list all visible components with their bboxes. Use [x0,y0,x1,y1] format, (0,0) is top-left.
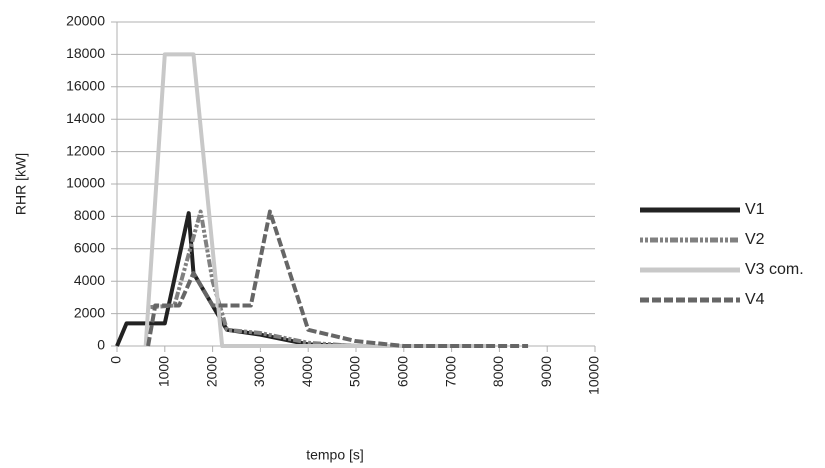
y-tick-label: 4000 [74,272,105,288]
y-tick-label: 18000 [66,45,105,61]
y-tick-label: 14000 [66,110,105,126]
x-axis-label: tempo [s] [306,447,364,463]
x-tick-label: 5000 [347,356,363,387]
x-tick-label: 7000 [442,356,458,387]
y-tick-label: 0 [97,337,105,353]
x-tick-label: 2000 [203,356,219,387]
x-tick-label: 3000 [251,356,267,387]
y-axis-label: RHR [kW] [13,153,29,215]
x-tick-label: 10000 [586,356,602,395]
x-tick-label: 8000 [490,356,506,387]
y-tick-label: 16000 [66,78,105,94]
x-tick-label: 6000 [395,356,411,387]
legend-label: V4 [745,291,765,308]
y-tick-label: 6000 [74,240,105,256]
x-tick-label: 4000 [299,356,315,387]
series-line [146,209,529,348]
legend-label: V2 [745,231,765,248]
series-line [143,52,490,348]
y-tick-label: 12000 [66,142,105,158]
legend-label: V3 com. [745,261,804,278]
x-tick-label: 1000 [156,356,172,387]
y-tick-label: 8000 [74,207,105,223]
x-tick-label: 9000 [538,356,554,387]
y-tick-label: 2000 [74,304,105,320]
y-tick-label: 10000 [66,175,105,191]
series-line [115,211,462,348]
x-tick-label: 0 [108,356,124,364]
y-tick-label: 20000 [66,13,105,29]
legend-label: V1 [745,201,765,218]
